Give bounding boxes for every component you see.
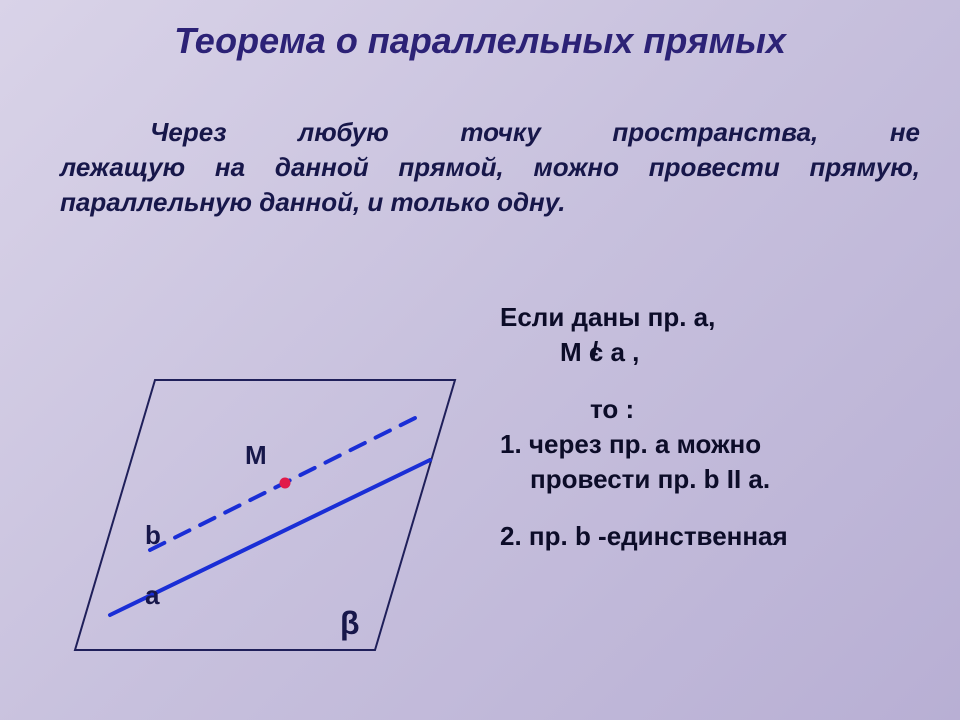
item-1-line-2: провести пр. b II a. [500, 462, 930, 497]
theorem-w1: Через [150, 117, 226, 147]
notin-symbol: є/ [589, 335, 603, 370]
theorem-w4: пространства, [612, 117, 818, 147]
theorem-statement: Через любую точку пространства, не лежащ… [60, 115, 920, 220]
diagram-svg [35, 340, 465, 680]
item-2: 2. пр. b -единственная [500, 519, 930, 554]
given-m-post: а , [603, 337, 639, 367]
label-a: a [145, 580, 159, 611]
theorem-w5: не [890, 117, 920, 147]
conditions-text: Если даны пр. а, М є/ а , то : 1. через … [500, 300, 930, 577]
slide-title: Теорема о параллельных прямых [0, 20, 960, 62]
theorem-w3: точку [460, 117, 540, 147]
theorem-w2: любую [298, 117, 389, 147]
plane-beta [75, 380, 455, 650]
given-line-2: М є/ а , [500, 335, 930, 370]
elem-symbol-slash: / [591, 334, 598, 369]
item-1-line-1: 1. через пр. а можно [500, 427, 930, 462]
point-m [280, 478, 291, 489]
given-line-1: Если даны пр. а, [500, 300, 930, 335]
then-label: то : [500, 392, 930, 427]
label-beta: β [340, 605, 360, 642]
diagram: M b a β [35, 340, 465, 680]
label-m: M [245, 440, 267, 471]
given-m-pre: М [560, 337, 589, 367]
label-b: b [145, 520, 161, 551]
theorem-rest: лежащую на данной прямой, можно провести… [60, 152, 920, 217]
